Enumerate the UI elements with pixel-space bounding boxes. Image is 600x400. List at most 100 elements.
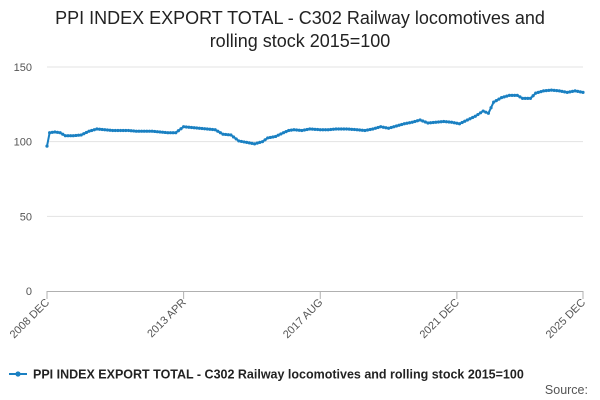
data-point xyxy=(187,125,191,129)
data-point xyxy=(273,134,278,139)
data-point xyxy=(90,128,94,133)
data-point xyxy=(568,90,572,94)
data-point xyxy=(129,129,133,133)
data-point xyxy=(379,125,383,129)
data-point xyxy=(371,127,375,131)
data-point xyxy=(326,128,330,132)
data-point xyxy=(392,125,396,129)
data-point xyxy=(163,130,167,135)
data-point xyxy=(363,128,367,133)
data-point xyxy=(137,129,141,133)
data-point xyxy=(342,127,346,131)
data-point xyxy=(71,134,75,138)
data-point xyxy=(284,129,288,134)
data-point xyxy=(565,90,569,94)
data-point xyxy=(168,131,173,135)
data-point xyxy=(87,129,91,133)
data-point xyxy=(457,122,462,126)
data-point xyxy=(549,88,554,92)
data-point xyxy=(334,127,338,131)
data-point xyxy=(360,128,364,132)
legend-label: PPI INDEX EXPORT TOTAL - C302 Railway lo… xyxy=(33,368,524,382)
data-point xyxy=(184,125,188,129)
data-point xyxy=(258,140,262,145)
data-point xyxy=(142,129,146,133)
data-point xyxy=(266,136,270,140)
data-point xyxy=(82,132,86,136)
data-point xyxy=(473,114,477,118)
data-point xyxy=(108,128,112,132)
data-point xyxy=(132,129,136,133)
data-point xyxy=(297,128,301,132)
data-point xyxy=(210,127,215,132)
data-point xyxy=(55,130,60,134)
data-point xyxy=(155,130,159,134)
data-point xyxy=(255,141,259,145)
data-point xyxy=(48,131,52,135)
data-point xyxy=(384,126,388,130)
data-point xyxy=(316,127,320,132)
data-point xyxy=(544,89,548,93)
data-point xyxy=(447,120,451,124)
y-tick-label: 150 xyxy=(14,62,32,74)
data-point xyxy=(350,127,354,131)
data-point xyxy=(331,127,335,131)
data-point xyxy=(557,89,561,93)
x-tick-label: 2025 DEC xyxy=(544,297,588,341)
data-point xyxy=(494,99,498,103)
data-point xyxy=(84,130,89,135)
data-point xyxy=(229,133,233,137)
chart-title: PPI INDEX EXPORT TOTAL - C302 Railway lo… xyxy=(55,8,545,51)
data-point xyxy=(134,129,138,133)
data-point xyxy=(547,88,551,92)
data-point xyxy=(145,129,149,133)
data-point xyxy=(118,128,123,133)
data-point xyxy=(121,128,125,133)
data-point xyxy=(410,120,414,124)
data-point xyxy=(455,121,459,125)
data-point xyxy=(50,130,54,134)
data-point xyxy=(171,131,175,135)
data-point xyxy=(368,127,372,132)
data-point xyxy=(573,89,577,93)
data-point xyxy=(358,128,362,132)
data-point xyxy=(344,127,349,131)
data-point xyxy=(105,128,110,132)
chart-title-line-2: rolling stock 2015=100 xyxy=(210,31,391,51)
data-point xyxy=(247,141,251,145)
data-point xyxy=(471,115,475,120)
data-point xyxy=(376,125,380,130)
data-point xyxy=(126,128,131,133)
data-point xyxy=(237,139,241,143)
data-point xyxy=(523,96,527,100)
data-point xyxy=(481,109,485,113)
data-point xyxy=(308,127,312,131)
data-point xyxy=(478,111,483,115)
data-point xyxy=(552,88,556,92)
data-point xyxy=(97,127,102,131)
data-point xyxy=(139,129,144,133)
legend[interactable]: PPI INDEX EXPORT TOTAL - C302 Railway lo… xyxy=(9,368,524,382)
data-point xyxy=(415,119,420,123)
data-point xyxy=(489,106,493,110)
data-point xyxy=(224,132,228,137)
data-point xyxy=(397,123,401,127)
data-point xyxy=(179,127,183,131)
data-point xyxy=(281,131,286,135)
data-point xyxy=(405,121,409,125)
data-point xyxy=(402,122,406,126)
data-point xyxy=(289,128,293,132)
data-point xyxy=(116,128,120,133)
data-point xyxy=(260,140,265,144)
data-point xyxy=(460,120,464,125)
data-point xyxy=(111,128,115,133)
data-point xyxy=(203,127,207,131)
data-point xyxy=(287,128,291,133)
gridlines xyxy=(47,66,583,217)
data-point xyxy=(394,124,399,128)
data-point xyxy=(252,142,257,146)
data-point xyxy=(150,129,154,133)
data-point xyxy=(476,112,480,117)
data-point xyxy=(541,89,546,93)
data-point xyxy=(515,93,519,97)
